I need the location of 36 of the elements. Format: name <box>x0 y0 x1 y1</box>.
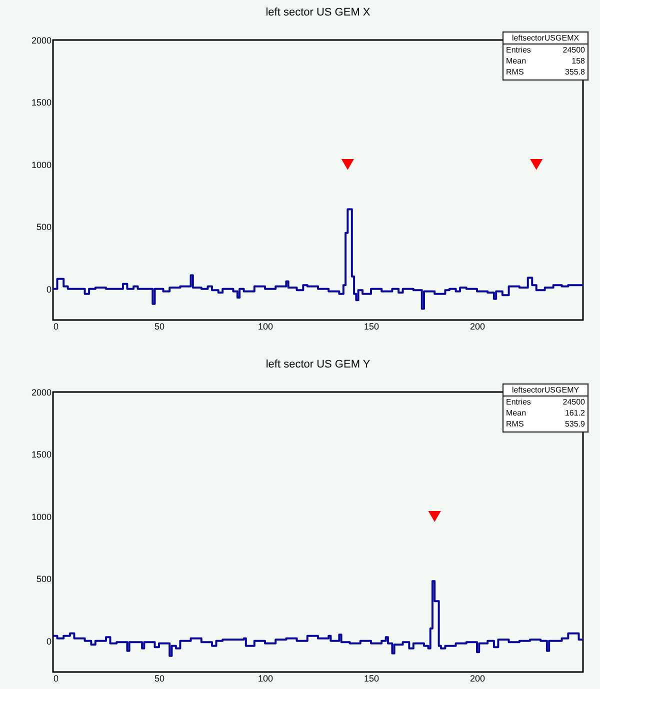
annotation: 24500 <box>562 46 586 54</box>
annotation: 158 <box>572 56 586 66</box>
y-tick-label: 0 <box>46 284 52 294</box>
y-tick-label: 500 <box>36 222 52 232</box>
annotation: Entries <box>506 46 531 54</box>
y-tick-label: 500 <box>36 574 52 584</box>
annotation: RMS <box>506 68 524 76</box>
x-tick-label: 50 <box>154 322 165 332</box>
x-tick-label: 100 <box>258 322 274 332</box>
x-tick-label: 150 <box>364 674 380 684</box>
x-tick-label: 100 <box>258 674 274 684</box>
x-tick-label: 200 <box>470 322 486 332</box>
chart-title: left sector US GEM X <box>266 6 371 18</box>
annotation: 355.8 <box>564 68 586 76</box>
y-tick-label: 0 <box>46 636 52 646</box>
x-tick-label: 50 <box>154 674 165 684</box>
annotation: Mean <box>506 56 526 66</box>
y-tick-label: 1500 <box>31 98 52 108</box>
annotation: 535.9 <box>564 420 586 428</box>
y-tick-label: 2000 <box>31 388 52 398</box>
y-tick-label: 1000 <box>31 160 52 170</box>
y-tick-label: 1000 <box>31 512 52 522</box>
annotation: Mean <box>506 408 526 418</box>
annotation: leftsectorUSGEMX <box>512 34 580 42</box>
annotation: RMS <box>506 420 524 428</box>
x-tick-label: 150 <box>364 322 380 332</box>
x-tick-label: 200 <box>470 674 486 684</box>
x-tick-label: 0 <box>54 674 59 684</box>
y-tick-label: 2000 <box>31 36 52 46</box>
chart-title: left sector US GEM Y <box>266 358 371 370</box>
annotation: Entries <box>506 398 531 406</box>
annotation: 161.2 <box>564 408 586 418</box>
x-tick-label: 0 <box>54 322 59 332</box>
annotation: 24500 <box>562 398 586 406</box>
annotation: leftsectorUSGEMY <box>512 386 580 394</box>
y-tick-label: 1500 <box>31 450 52 460</box>
